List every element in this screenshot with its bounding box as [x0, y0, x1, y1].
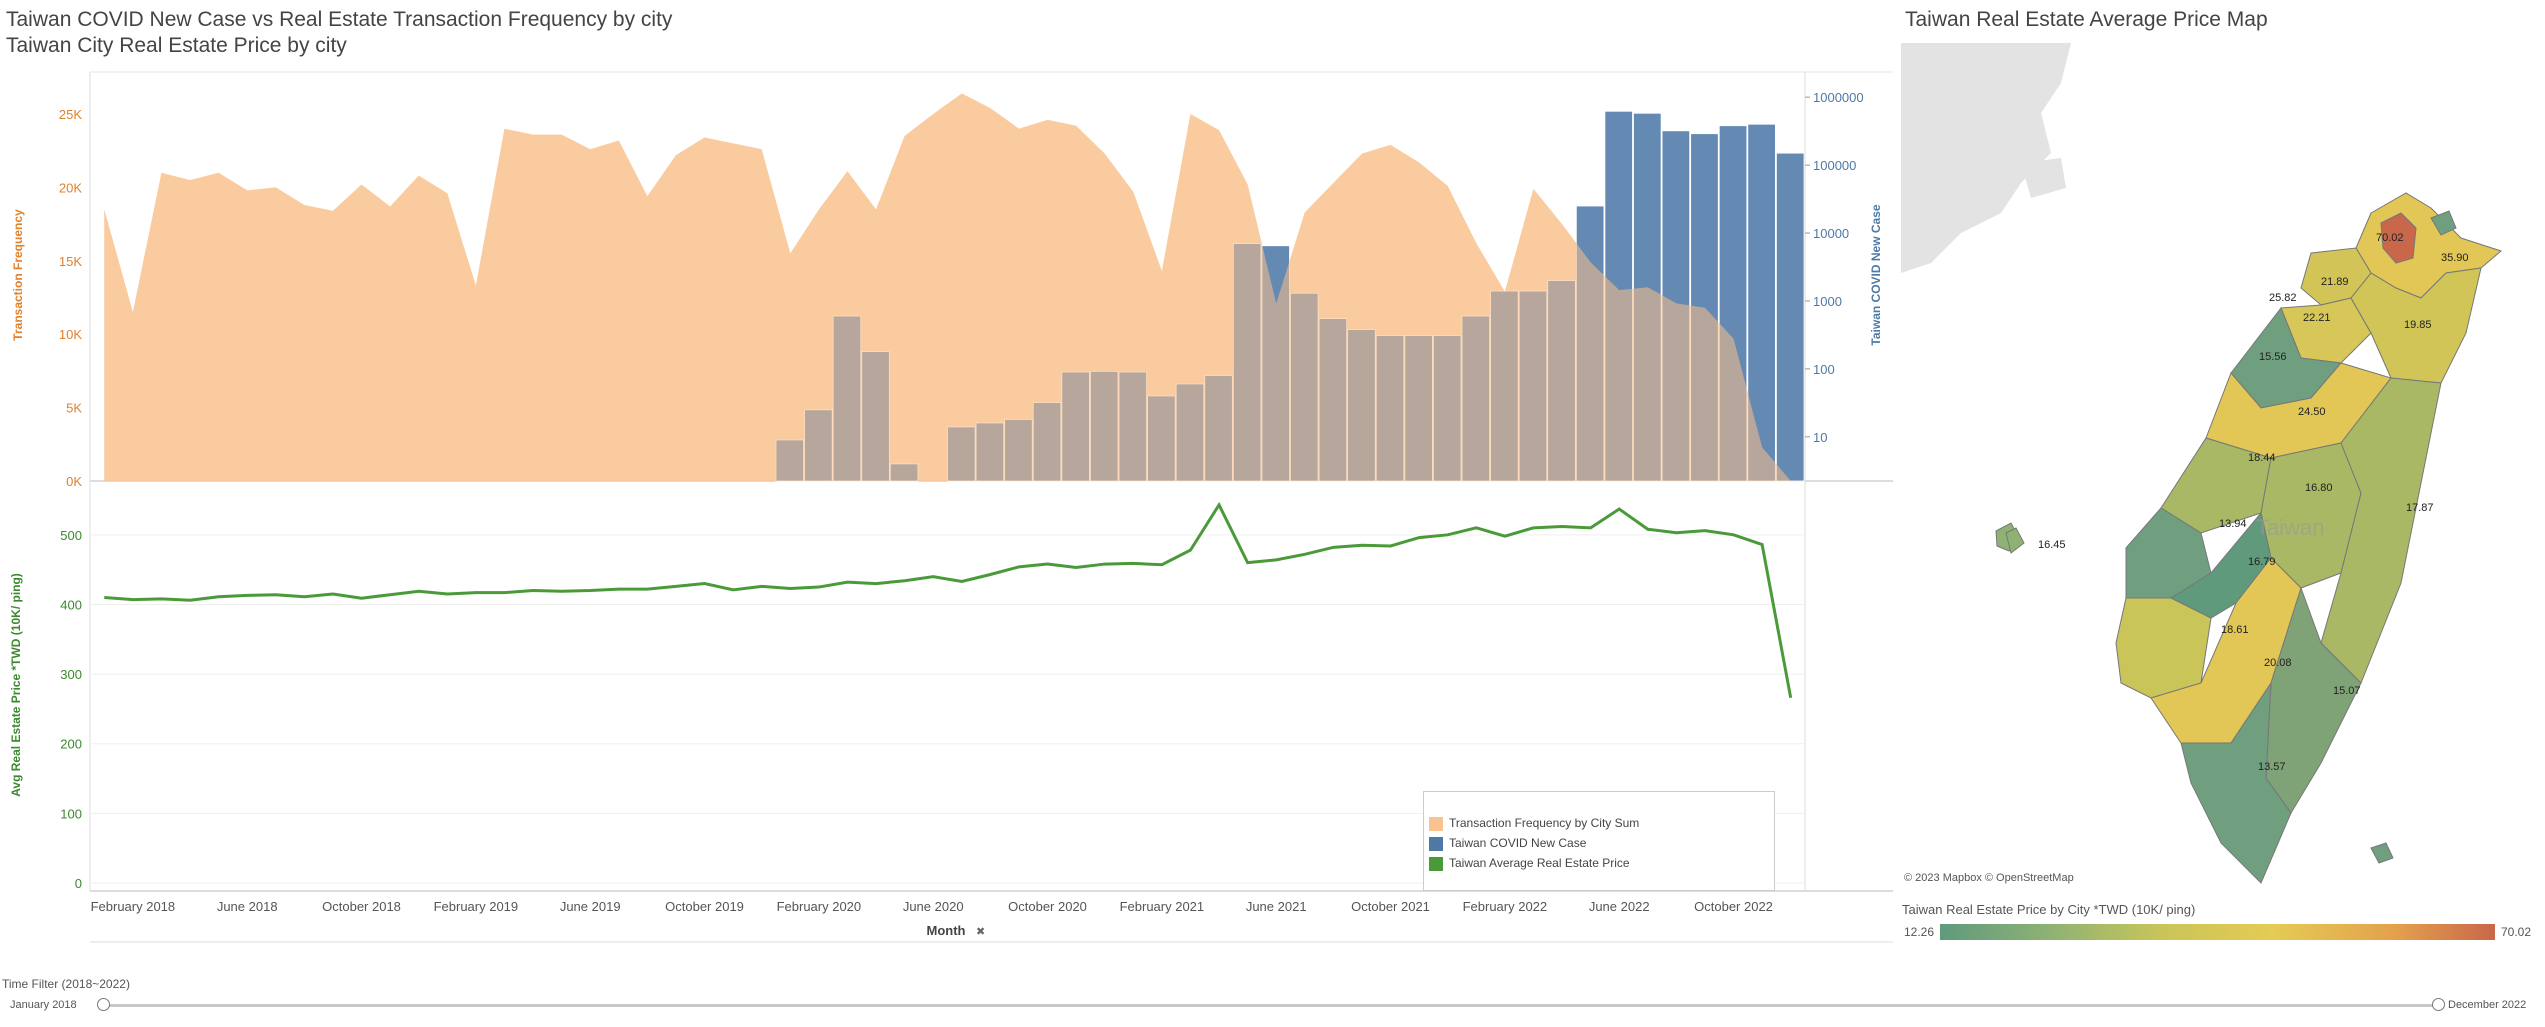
pin-icon: ✖	[976, 925, 985, 938]
map-legend-max: 70.02	[2501, 925, 2532, 939]
legend-swatch-covid	[1429, 836, 1443, 851]
map-legend-title: Taiwan Real Estate Price by City *TWD (1…	[1902, 902, 2196, 917]
legend-item-covid: Taiwan COVID New Case	[1429, 836, 1586, 851]
transaction-tick-label: 0K	[66, 474, 82, 489]
map-colorbar	[1940, 924, 2495, 940]
city-price-label: 19.85	[2404, 319, 2432, 331]
city-price-label: 15.07	[2333, 685, 2361, 697]
transaction-area-overlay	[104, 93, 1791, 481]
city-price-label: 24.50	[2298, 406, 2326, 418]
price-tick-label: 100	[60, 806, 82, 821]
month-tick-label: October 2022	[1694, 899, 1773, 914]
month-tick-label: June 2022	[1589, 899, 1650, 914]
month-tick-label: October 2018	[322, 899, 401, 914]
covid-bar	[1776, 152, 1805, 482]
transaction-axis-title: Transaction Frequency	[11, 209, 25, 341]
city-price-label: 20.08	[2264, 657, 2292, 669]
covid-axis-title: Taiwan COVID New Case	[1869, 204, 1883, 345]
month-tick-label: June 2018	[217, 899, 278, 914]
transaction-tick-label: 25K	[59, 107, 82, 122]
chart-title-line1: Taiwan COVID New Case vs Real Estate Tra…	[6, 8, 673, 31]
price-axis-title: Avg Real Estate Price *TWD (10K/ ping)	[9, 573, 23, 797]
legend-label-price: Taiwan Average Real Estate Price	[1449, 856, 1630, 870]
covid-tick-label: 10	[1813, 430, 1827, 445]
price-tick-label: 500	[60, 528, 82, 543]
legend-label-covid: Taiwan COVID New Case	[1449, 836, 1587, 850]
month-tick-label: February 2022	[1463, 899, 1548, 914]
covid-tick-label: 10000	[1813, 226, 1849, 241]
time-filter-end-handle[interactable]	[2432, 998, 2445, 1011]
covid-tick-label: 100000	[1813, 158, 1856, 173]
covid-tick-label: 1000	[1813, 294, 1842, 309]
coast-island	[2021, 158, 2066, 198]
city-price-label: 13.57	[2258, 761, 2286, 773]
city-price-label: 18.44	[2248, 452, 2276, 464]
price-line	[104, 501, 1793, 699]
price-tick-label: 300	[60, 667, 82, 682]
transaction-tick-label: 10K	[59, 327, 82, 342]
city-price-label: 25.82	[2269, 292, 2297, 304]
chart-title-line2: Taiwan City Real Estate Price by city	[6, 34, 347, 57]
region-tainan	[2115, 597, 2212, 699]
region-penghu	[2005, 527, 2025, 554]
city-price-label: 16.45	[2038, 539, 2066, 551]
transaction-tick-label: 5K	[66, 401, 82, 416]
city-price-label: 21.89	[2321, 276, 2349, 288]
city-price-label: 16.80	[2305, 482, 2333, 494]
price-tick-label: 0	[75, 876, 82, 891]
island-label: Taiwan	[2256, 515, 2324, 540]
price-tick-label: 400	[60, 597, 82, 612]
price-tick-label: 200	[60, 737, 82, 752]
month-tick-label: October 2019	[665, 899, 744, 914]
map-legend-min: 12.26	[1904, 925, 1935, 939]
month-tick-label: February 2018	[91, 899, 176, 914]
legend-item-price: Taiwan Average Real Estate Price	[1429, 856, 1630, 871]
city-price-label: 35.90	[2441, 252, 2469, 264]
region-pingtung	[2180, 681, 2292, 884]
month-tick-label: October 2021	[1351, 899, 1430, 914]
month-tick-label: June 2020	[903, 899, 964, 914]
covid-tick-label: 1000000	[1813, 90, 1864, 105]
city-price-label: 16.79	[2248, 556, 2276, 568]
time-filter-label: Time Filter (2018~2022)	[2, 977, 130, 991]
region-hualien	[2320, 377, 2442, 684]
month-tick-label: October 2020	[1008, 899, 1087, 914]
city-price-label: 22.21	[2303, 312, 2331, 324]
month-tick-label: February 2020	[777, 899, 862, 914]
transaction-tick-label: 15K	[59, 254, 82, 269]
time-filter-end: December 2022	[2448, 999, 2527, 1011]
month-tick-label: February 2021	[1120, 899, 1205, 914]
time-filter-start: January 2018	[10, 999, 77, 1011]
chart-legend: Transaction Frequency by City Sum Taiwan…	[1423, 791, 1775, 891]
transaction-tick-label: 20K	[59, 180, 82, 195]
taiwan-map[interactable]: 70.02 35.90 21.89 25.82 22.21 19.85 15.56 24.50…	[1901, 43, 2541, 893]
legend-swatch-price	[1429, 856, 1443, 871]
month-tick-label: June 2021	[1246, 899, 1307, 914]
region-keelung	[2430, 210, 2457, 236]
city-price-label: 15.56	[2259, 351, 2287, 363]
time-filter-start-handle[interactable]	[97, 998, 110, 1011]
month-tick-label: June 2019	[560, 899, 621, 914]
mainland-coast	[1901, 43, 2071, 273]
region-taipei	[2380, 212, 2417, 264]
city-price-label: 13.94	[2219, 518, 2247, 530]
covid-tick-label: 100	[1813, 362, 1835, 377]
x-axis-title: Month	[927, 923, 966, 938]
legend-label-transaction: Transaction Frequency by City Sum	[1449, 816, 1640, 830]
map-attribution[interactable]: © 2023 Mapbox © OpenStreetMap	[1904, 872, 2074, 884]
legend-item-transaction: Transaction Frequency by City Sum	[1429, 816, 1639, 831]
city-price-label: 70.02	[2376, 232, 2404, 244]
combined-chart[interactable]: 0K5K10K15K20K25K101001000100001000001000…	[0, 0, 1900, 960]
covid-bar	[1747, 123, 1776, 482]
city-price-label: 18.61	[2221, 624, 2249, 636]
map-panel[interactable]: 70.02 35.90 21.89 25.82 22.21 19.85 15.56 24.50…	[1901, 43, 2541, 893]
legend-swatch-transaction	[1429, 816, 1443, 831]
time-filter-track[interactable]	[102, 1004, 2438, 1007]
region-green-isle	[2370, 842, 2394, 864]
map-title: Taiwan Real Estate Average Price Map	[1905, 8, 2268, 31]
city-price-label: 17.87	[2406, 502, 2434, 514]
month-tick-label: February 2019	[434, 899, 519, 914]
